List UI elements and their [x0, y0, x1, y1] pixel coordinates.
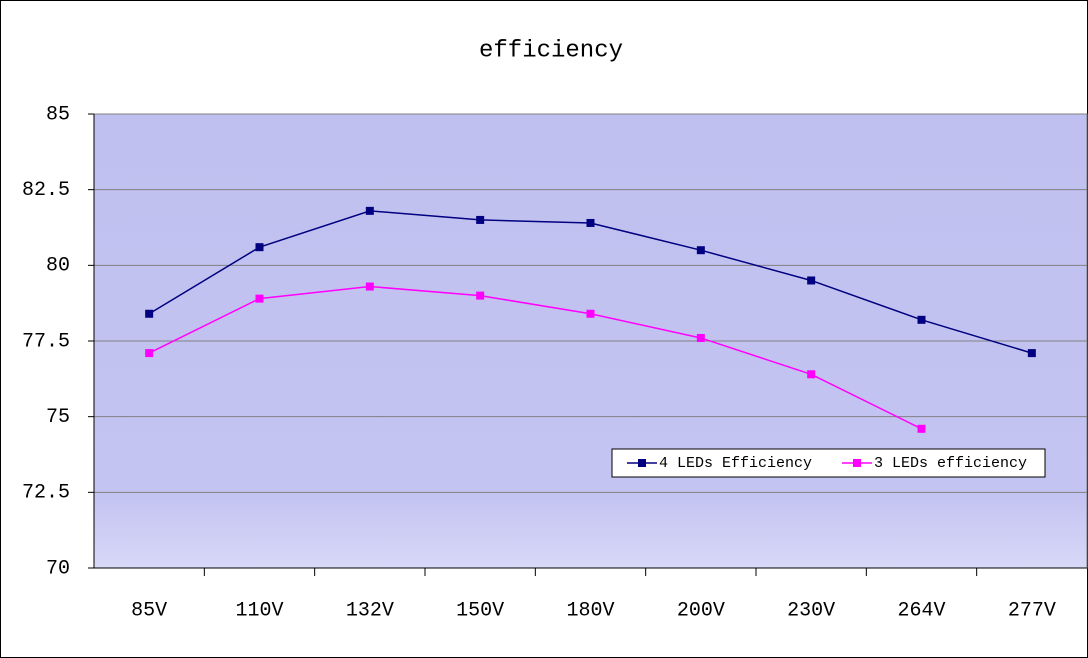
- data-point: [917, 424, 926, 433]
- data-point: [476, 291, 485, 300]
- y-tick-label: 82.5: [22, 179, 70, 202]
- series-line: [148, 285, 922, 430]
- y-tick-label: 77.5: [22, 330, 70, 353]
- x-tick-label: 132V: [346, 599, 394, 622]
- x-tick-label: 180V: [566, 599, 614, 622]
- data-point: [255, 294, 264, 303]
- data-point: [586, 218, 595, 227]
- data-point: [807, 276, 816, 285]
- data-point: [807, 370, 816, 379]
- x-tick-label: 85V: [131, 599, 167, 622]
- chart-title: efficiency: [479, 37, 623, 64]
- y-tick-label: 80: [46, 255, 70, 278]
- x-tick-label: 230V: [787, 599, 835, 622]
- x-tick-label: 110V: [235, 599, 283, 622]
- data-point: [365, 282, 374, 291]
- y-tick-label: 70: [46, 557, 70, 580]
- data-point: [365, 206, 374, 215]
- data-point: [1027, 349, 1036, 358]
- data-point: [145, 349, 154, 358]
- y-tick-label: 85: [46, 103, 70, 126]
- y-tick-label: 75: [46, 406, 70, 429]
- x-tick-label: 264V: [897, 599, 945, 622]
- data-point: [255, 243, 264, 252]
- data-point: [696, 246, 705, 255]
- data-point: [476, 215, 485, 224]
- legend-label: 3 LEDs efficiency: [874, 455, 1027, 472]
- x-tick-label: 200V: [677, 599, 725, 622]
- x-tick-label: 277V: [1008, 599, 1056, 622]
- legend-label: 4 LEDs Efficiency: [659, 455, 812, 472]
- data-point: [586, 309, 595, 318]
- x-tick-label: 150V: [456, 599, 504, 622]
- data-point: [917, 315, 926, 324]
- data-point: [145, 309, 154, 318]
- legend-marker: [853, 459, 861, 467]
- data-point: [696, 333, 705, 342]
- legend-marker: [638, 459, 646, 467]
- y-tick-label: 72.5: [22, 482, 70, 505]
- legend-box: [611, 448, 1046, 478]
